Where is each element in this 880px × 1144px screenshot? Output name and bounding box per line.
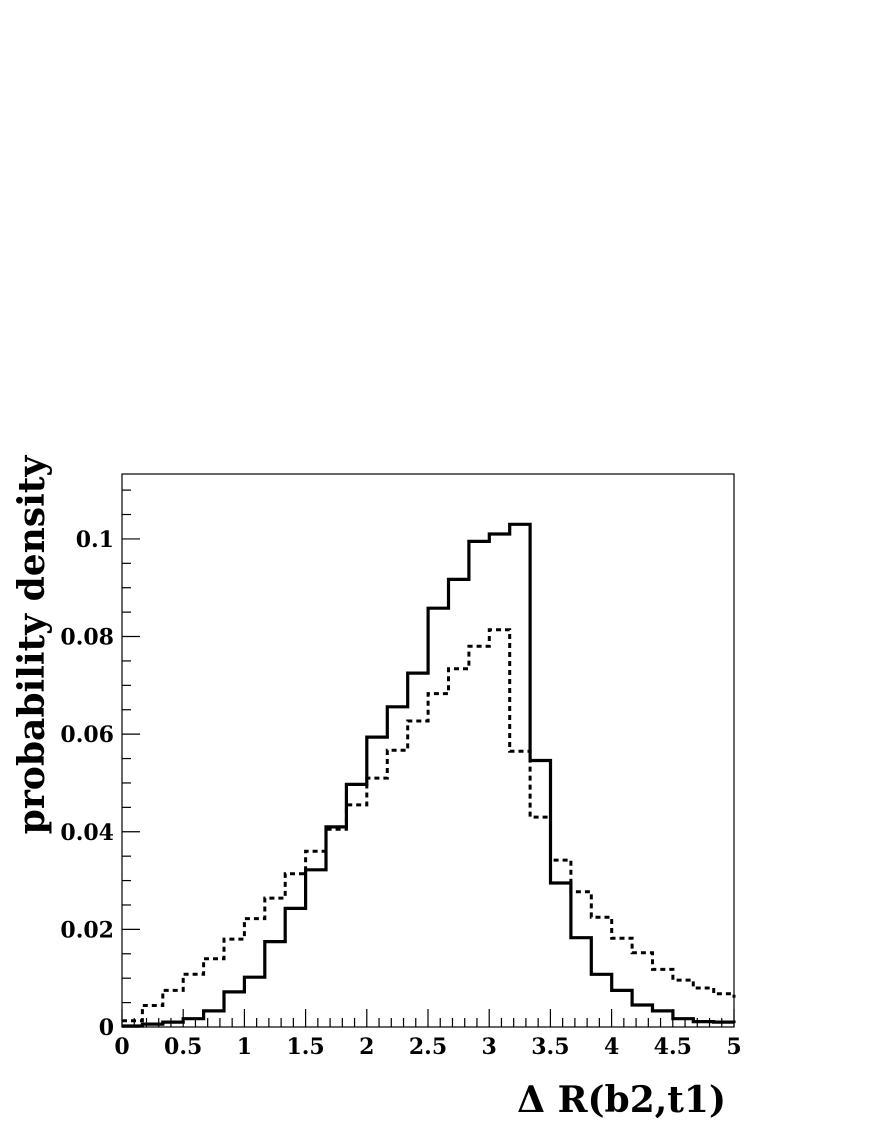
x-tick-label: 2 bbox=[359, 1034, 374, 1060]
y-axis-title: probability density bbox=[11, 455, 53, 835]
y-tick-label: 0 bbox=[99, 1015, 114, 1041]
x-tick-label: 4 bbox=[604, 1034, 619, 1060]
x-axis-title: Δ R(b2,t1) bbox=[517, 1079, 726, 1121]
y-minor-ticks bbox=[122, 489, 140, 1028]
y-tick-labels: 0 0.02 0.04 0.06 0.08 0.1 bbox=[60, 527, 114, 1041]
x-tick-label: 2.5 bbox=[409, 1034, 447, 1060]
solid-histogram-series bbox=[122, 522, 736, 1028]
y-tick-label: 0.1 bbox=[76, 527, 114, 553]
x-tick-label: 3 bbox=[482, 1034, 497, 1060]
plot-frame bbox=[121, 473, 735, 1028]
y-tick-label: 0.06 bbox=[60, 722, 114, 748]
x-tick-label: 4.5 bbox=[654, 1034, 692, 1060]
x-tick-label: 1.5 bbox=[286, 1034, 324, 1060]
y-tick-label: 0.02 bbox=[60, 917, 114, 943]
x-tick-label: 1 bbox=[237, 1034, 252, 1060]
y-tick-label: 0.04 bbox=[60, 820, 114, 846]
x-tick-label: 0 bbox=[114, 1034, 129, 1060]
x-minor-ticks bbox=[121, 1009, 735, 1027]
dotted-histogram-series bbox=[122, 628, 736, 1023]
x-tick-label: 3.5 bbox=[531, 1034, 569, 1060]
series-layer bbox=[122, 522, 736, 1028]
x-tick-label: 5 bbox=[726, 1034, 741, 1060]
y-tick-label: 0.08 bbox=[60, 625, 114, 651]
x-tick-labels: 0 0.5 1 1.5 2 2.5 3 3.5 4 4.5 5 bbox=[114, 1034, 741, 1060]
x-tick-label: 0.5 bbox=[164, 1034, 202, 1060]
